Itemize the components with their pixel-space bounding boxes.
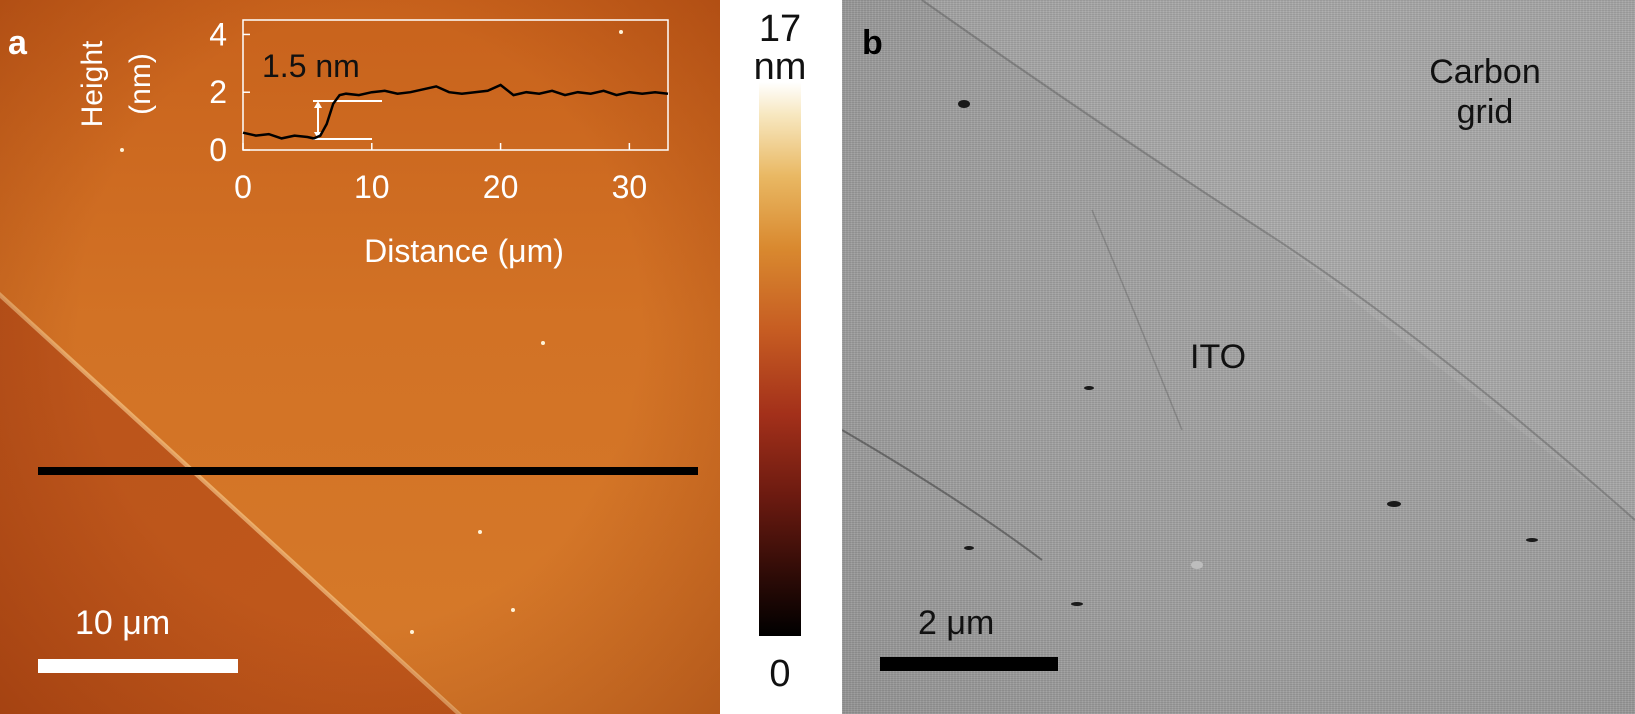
inset-x-axis-label: Distance (μm) — [364, 233, 564, 269]
y-tick-label: 2 — [209, 74, 227, 110]
scale-bar — [38, 659, 238, 673]
surface-defect — [1071, 602, 1083, 606]
grid-boundary — [921, 0, 1635, 521]
height-profile-line — [242, 83, 669, 140]
surface-particle — [478, 530, 482, 534]
inset-frame — [242, 19, 669, 151]
surface-particle — [541, 341, 545, 345]
ito-label: ITO — [1190, 338, 1247, 376]
carbon-grid-label: Carbon grid — [1429, 53, 1541, 131]
x-tick-label: 20 — [483, 169, 519, 205]
surface-particle — [511, 608, 515, 612]
surface-particle — [1191, 561, 1203, 569]
surface-defect — [1387, 501, 1401, 507]
y-tick-label: 0 — [209, 132, 227, 168]
surface-particle — [120, 148, 124, 152]
surface-defect — [964, 546, 974, 550]
scale-bar-label: 10 μm — [75, 604, 171, 642]
sem-features — [842, 0, 1635, 606]
scale-bar — [880, 657, 1058, 671]
step-height-marker — [313, 100, 382, 140]
x-tick-label: 30 — [612, 169, 648, 205]
step-height-annotation: 1.5 nm — [262, 48, 360, 84]
colorbar-max-label: 17 — [758, 8, 802, 50]
crack-line — [842, 429, 1043, 561]
profile-line — [38, 467, 698, 475]
sem-image-panel — [842, 0, 1635, 714]
surface-defect — [1526, 538, 1538, 542]
panel-label-b: b — [862, 24, 883, 62]
x-tick-label: 10 — [354, 169, 390, 205]
surface-defect — [958, 100, 970, 108]
surface-particle — [410, 630, 414, 634]
y-tick-label: 4 — [209, 16, 227, 52]
surface-defect — [1084, 386, 1094, 390]
surface-particle — [619, 30, 623, 34]
colorbar-unit-label: nm — [753, 46, 807, 88]
afm-image-panel: a 10 μm 0 10 20 30 0 2 4 Height (nm) Distance … — [0, 0, 720, 714]
crack-line — [1091, 209, 1183, 431]
inset-y-axis-unit: (nm) — [124, 53, 157, 115]
height-colorbar — [759, 82, 801, 636]
inset-y-axis-label: Height — [76, 40, 109, 127]
height-profile-inset: 0 10 20 30 0 2 4 Height (nm) Distance (μm) 1.5… — [76, 16, 669, 269]
panel-label-a: a — [8, 24, 27, 62]
colorbar-min-label: 0 — [769, 653, 791, 695]
x-tick-label: 0 — [234, 169, 252, 205]
scale-bar-label: 2 μm — [918, 604, 995, 642]
